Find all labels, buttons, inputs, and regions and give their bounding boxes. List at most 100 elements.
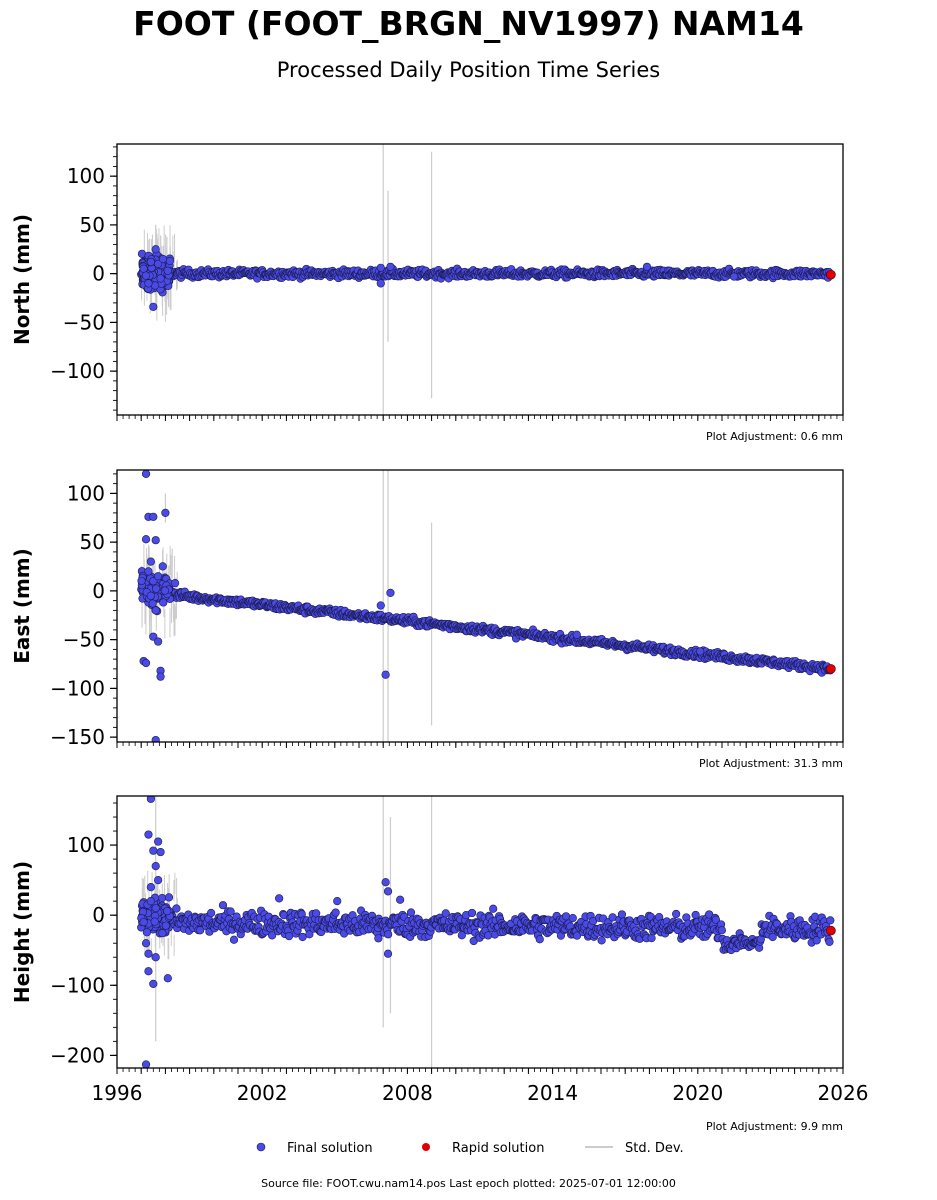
data-point: [158, 562, 167, 571]
data-point: [572, 931, 582, 940]
data-point: [151, 953, 160, 962]
data-point: [196, 926, 205, 935]
data-point: [161, 508, 170, 517]
y-axis-label: Height (mm): [10, 861, 34, 1003]
data-point: [396, 895, 405, 904]
data-point: [207, 908, 216, 918]
data-point: [149, 846, 158, 855]
data-point: [154, 637, 163, 646]
rapid-solution-point: [826, 664, 836, 674]
data-point: [333, 897, 342, 906]
data-point: [149, 577, 158, 586]
data-point: [729, 272, 739, 281]
final-solution-series: [137, 470, 835, 742]
x-tick-label: 2008: [382, 1081, 433, 1105]
data-point: [158, 254, 168, 264]
y-tick-label: 50: [80, 530, 105, 554]
data-point: [144, 567, 153, 576]
data-point: [141, 271, 151, 280]
data-point: [826, 916, 835, 925]
y-axis-label: North (mm): [10, 214, 34, 345]
y-tick-label: −50: [63, 310, 105, 334]
data-point: [647, 934, 656, 943]
data-point: [170, 578, 180, 588]
plot-area: [137, 470, 836, 742]
data-point: [218, 901, 228, 910]
data-point: [608, 913, 617, 922]
data-point: [163, 974, 172, 983]
data-point: [163, 266, 172, 275]
legend-rapid-marker: [422, 1143, 430, 1151]
data-point: [144, 830, 153, 839]
panel-north: 100 50 0 −50 −100 North (mm) Plot Adjustment: …: [10, 143, 844, 443]
data-point: [691, 910, 700, 920]
x-tick-label: 2020: [672, 1081, 723, 1105]
data-point: [150, 917, 159, 926]
data-point: [229, 935, 239, 944]
rapid-solution-point: [826, 925, 836, 936]
data-point: [457, 931, 466, 940]
data-point: [148, 599, 157, 608]
data-point: [149, 512, 158, 521]
data-point: [572, 630, 581, 639]
data-point: [484, 931, 493, 940]
data-point: [149, 632, 158, 641]
data-point: [386, 262, 395, 271]
data-point: [768, 932, 777, 942]
data-point: [141, 1060, 151, 1068]
y-tick-label: 50: [80, 213, 105, 237]
y-tick-label: 100: [67, 833, 105, 857]
legend-final-marker: [256, 1142, 266, 1152]
data-point: [381, 878, 390, 887]
data-point: [275, 894, 284, 903]
data-point: [489, 904, 498, 913]
x-tick-label: 2002: [237, 1081, 288, 1105]
data-point: [144, 967, 153, 976]
data-point: [441, 909, 450, 918]
data-point: [711, 915, 721, 924]
data-point: [597, 936, 606, 945]
data-point: [672, 909, 681, 919]
data-point: [151, 735, 160, 742]
data-point: [165, 256, 174, 266]
y-tick-label: 100: [67, 481, 105, 505]
legend-rapid-label: Rapid solution: [452, 1141, 544, 1156]
final-solution-series: [137, 245, 835, 311]
plot-area: [137, 144, 836, 415]
data-point: [144, 279, 153, 288]
data-point: [376, 263, 385, 272]
data-point: [156, 274, 165, 283]
data-point: [142, 928, 152, 937]
data-point: [376, 601, 385, 610]
data-point: [149, 302, 158, 311]
data-point: [154, 259, 163, 269]
chart-title: FOOT (FOOT_BRGN_NV1997) NAM14: [133, 4, 804, 43]
data-point: [383, 949, 393, 958]
data-point: [386, 588, 395, 597]
data-point: [535, 935, 544, 944]
x-tick-label: 2026: [818, 1081, 869, 1105]
data-point: [305, 930, 314, 939]
final-solution-series: [137, 796, 835, 1068]
x-tick-label: 1996: [92, 1081, 143, 1105]
data-point: [149, 979, 158, 988]
data-point: [159, 598, 168, 607]
data-point: [164, 893, 174, 902]
y-tick-label: 0: [92, 262, 105, 286]
panel-east: 100 50 0 −50 −100 −150 East (mm) Plot Adjustmen…: [10, 469, 844, 770]
data-point: [152, 584, 161, 593]
data-point: [146, 883, 155, 892]
y-tick-label: 100: [67, 164, 105, 188]
plot-adjustment-label: Plot Adjustment: 9.9 mm: [706, 1120, 843, 1133]
data-point: [146, 897, 155, 906]
data-point: [146, 591, 155, 600]
data-point: [151, 245, 160, 254]
data-point: [141, 535, 151, 544]
data-point: [154, 572, 163, 581]
data-point: [146, 796, 155, 803]
data-point: [561, 912, 571, 921]
data-point: [717, 926, 726, 935]
legend-final-label: Final solution: [287, 1141, 373, 1156]
data-point: [154, 837, 163, 846]
data-point: [383, 887, 393, 896]
